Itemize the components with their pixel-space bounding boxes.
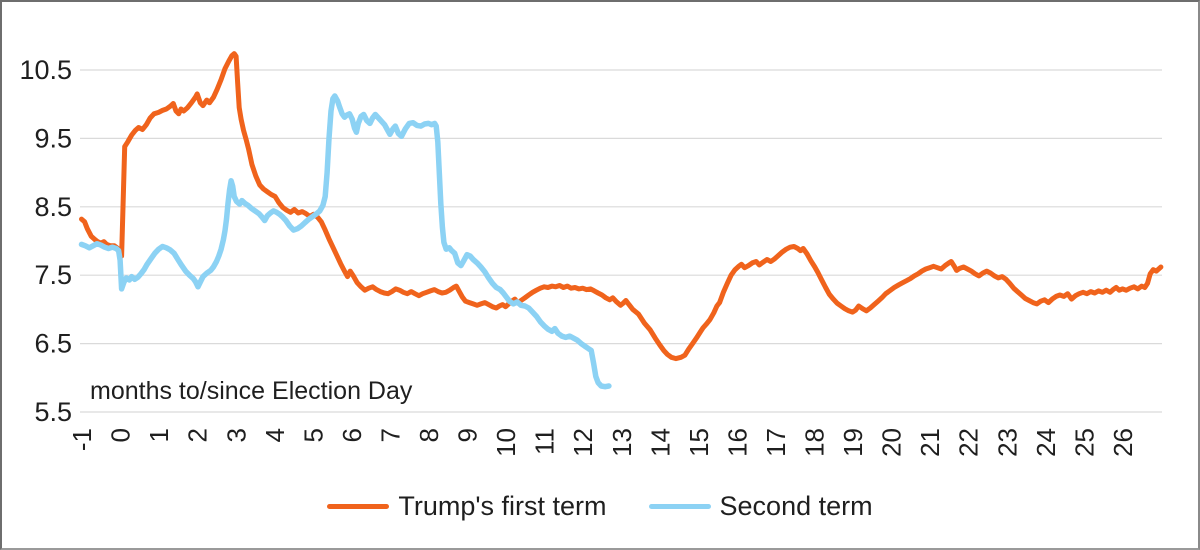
y-tick-label: 5.5	[34, 397, 72, 427]
x-tick-label: 24	[1031, 428, 1061, 457]
y-tick-label: 9.5	[34, 123, 72, 153]
x-tick-label: 22	[954, 428, 984, 457]
x-tick-label: 14	[645, 428, 675, 457]
x-tick-label: 11	[530, 428, 560, 455]
x-tick-label: 20	[877, 428, 907, 457]
x-tick-label: 26	[1108, 428, 1138, 457]
x-tick-label: 9	[453, 428, 483, 442]
x-tick-label: 21	[915, 428, 945, 457]
series-second-term-line	[78, 93, 612, 390]
x-tick-label: 0	[106, 428, 136, 442]
chart-legend: Trump's first term Second term	[2, 491, 1198, 522]
x-tick-label: 7	[375, 428, 405, 442]
x-tick-label: 19	[838, 428, 868, 457]
x-axis-labels: -1 0 1 2 3 4 5 6 7 8 9 10 11 12 13 14 15 16 17 18 19 20 21 22 23…	[67, 428, 1138, 457]
x-tick-label: 3	[221, 428, 251, 442]
x-tick-label: 12	[568, 428, 598, 457]
series-lines	[78, 51, 1164, 390]
y-tick-label: 7.5	[34, 260, 72, 290]
y-tick-label: 8.5	[34, 192, 72, 222]
y-tick-label: 6.5	[34, 329, 72, 359]
y-tick-label: 10.5	[19, 55, 72, 85]
x-tick-label: 1	[144, 428, 174, 442]
x-tick-label: 8	[414, 428, 444, 442]
x-tick-label: -1	[67, 428, 97, 451]
x-tick-label: 18	[800, 428, 830, 457]
x-tick-label: 13	[607, 428, 637, 457]
legend-item-second-term: Second term	[648, 491, 873, 522]
y-axis-labels: 5.5 6.5 7.5 8.5 9.5 10.5	[19, 55, 72, 427]
legend-label-first-term: Trump's first term	[398, 491, 607, 521]
x-axis-annotation: months to/since Election Day	[90, 377, 413, 405]
series-first-term-line	[79, 51, 1164, 362]
x-tick-label: 17	[761, 428, 791, 457]
legend-label-second-term: Second term	[719, 491, 873, 521]
x-tick-label: 25	[1069, 428, 1099, 457]
x-tick-label: 16	[722, 428, 752, 457]
gridlines	[80, 69, 1162, 413]
second-term-line-swatch-icon	[648, 504, 711, 509]
x-tick-label: 23	[992, 428, 1022, 457]
x-tick-label: 6	[337, 428, 367, 442]
first-term-line-swatch-icon	[327, 504, 390, 509]
x-tick-label: 2	[183, 428, 213, 442]
legend-item-first-term: Trump's first term	[327, 491, 607, 522]
x-tick-label: 10	[491, 428, 521, 457]
x-tick-label: 5	[298, 428, 328, 442]
x-tick-label: 4	[260, 428, 290, 442]
x-tick-label: 15	[684, 428, 714, 457]
